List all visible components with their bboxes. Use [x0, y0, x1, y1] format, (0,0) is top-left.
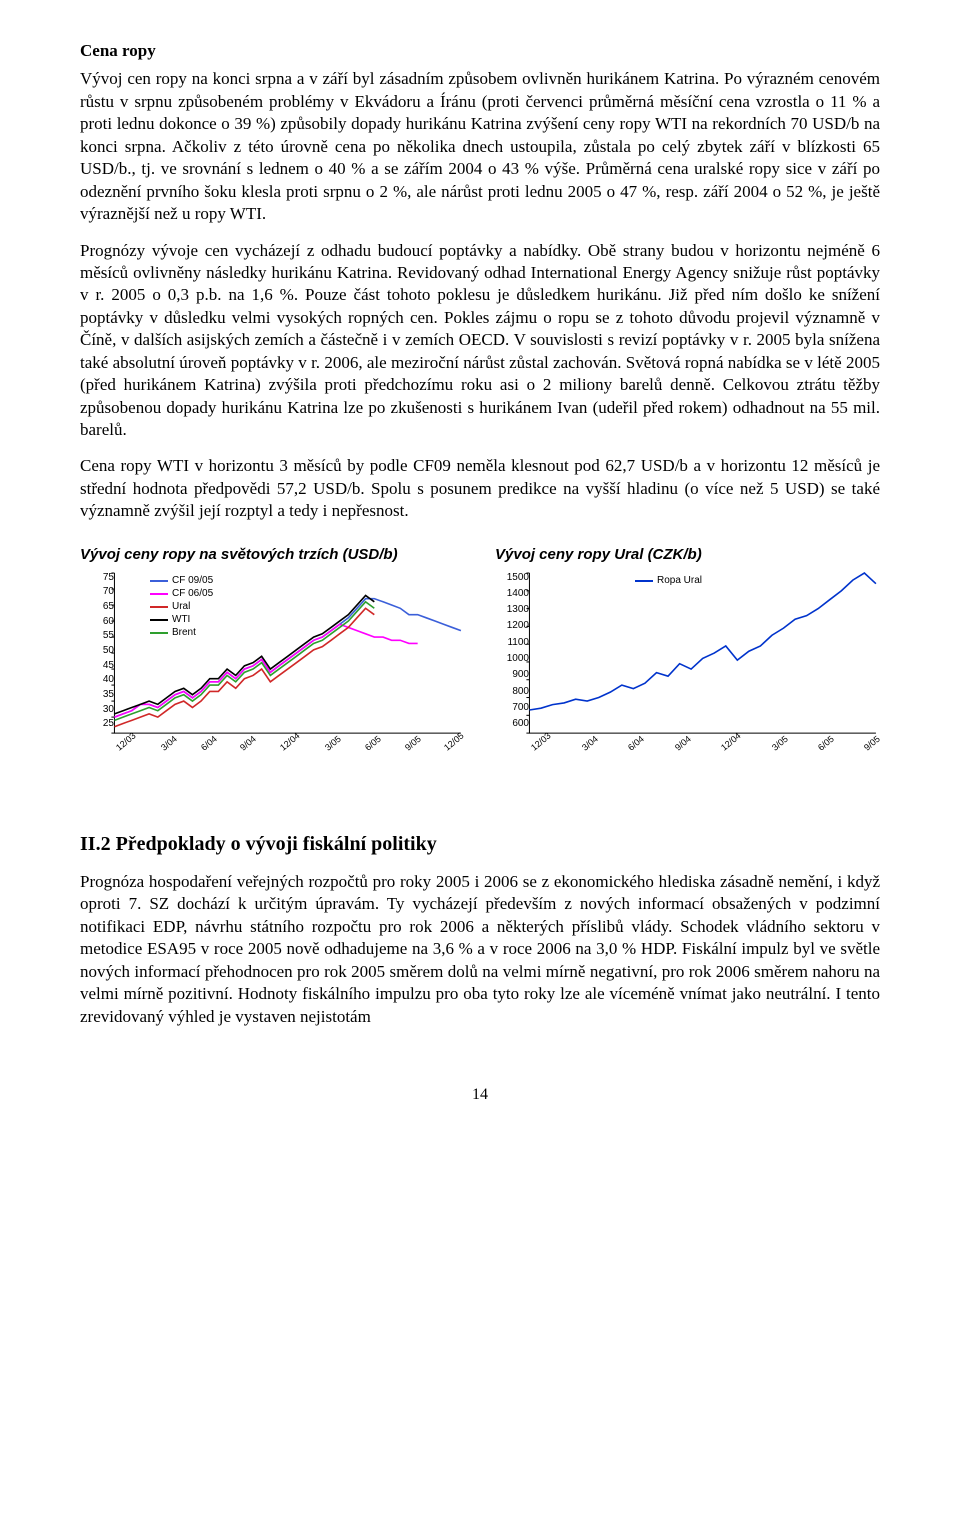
chart-svg — [80, 571, 465, 753]
page-number: 14 — [80, 1084, 880, 1105]
legend-item: Brent — [150, 627, 213, 639]
legend-swatch — [150, 593, 168, 595]
legend-label: Brent — [172, 627, 196, 639]
chart-title: Vývoj ceny ropy na světových trzích (USD… — [80, 545, 465, 565]
legend-label: Ural — [172, 601, 190, 613]
paragraph: Prognóza hospodaření veřejných rozpočtů … — [80, 871, 880, 1028]
chart-area: 7570656055504540353025 12/033/046/049/04… — [80, 571, 465, 751]
legend-swatch — [150, 632, 168, 634]
legend-swatch — [150, 580, 168, 582]
legend-swatch — [150, 619, 168, 621]
legend-item: Ural — [150, 601, 213, 613]
oil-ural-chart: Vývoj ceny ropy Ural (CZK/b) 15001400130… — [495, 545, 880, 751]
chart-title: Vývoj ceny ropy Ural (CZK/b) — [495, 545, 880, 565]
chart-svg — [495, 571, 880, 753]
chart-legend: Ropa Ural — [635, 575, 702, 588]
paragraph: Prognózy vývoje cen vycházejí z odhadu b… — [80, 240, 880, 442]
paragraph: Vývoj cen ropy na konci srpna a v září b… — [80, 68, 880, 225]
legend-label: WTI — [172, 614, 190, 626]
paragraph: Cena ropy WTI v horizontu 3 měsíců by po… — [80, 455, 880, 522]
legend-item: Ropa Ural — [635, 575, 702, 587]
section-title: Cena ropy — [80, 40, 880, 62]
legend-label: CF 09/05 — [172, 575, 213, 587]
x-axis-labels: 12/033/046/049/0412/043/056/059/0512/05 — [114, 745, 465, 757]
legend-label: CF 06/05 — [172, 588, 213, 600]
document-page: Cena ropy Vývoj cen ropy na konci srpna … — [0, 0, 960, 1537]
chart-area: 150014001300120011001000900800700600 12/… — [495, 571, 880, 751]
section-header: II.2 Předpoklady o vývoji fiskální polit… — [80, 831, 880, 857]
oil-world-chart: Vývoj ceny ropy na světových trzích (USD… — [80, 545, 465, 751]
legend-item: CF 06/05 — [150, 588, 213, 600]
legend-swatch — [150, 606, 168, 608]
chart-legend: CF 09/05CF 06/05UralWTIBrent — [150, 575, 213, 640]
chart-row: Vývoj ceny ropy na světových trzích (USD… — [80, 545, 880, 751]
x-axis-labels: 12/033/046/049/0412/043/056/059/05 — [529, 745, 880, 757]
legend-item: WTI — [150, 614, 213, 626]
legend-swatch — [635, 580, 653, 582]
legend-item: CF 09/05 — [150, 575, 213, 587]
legend-label: Ropa Ural — [657, 575, 702, 587]
